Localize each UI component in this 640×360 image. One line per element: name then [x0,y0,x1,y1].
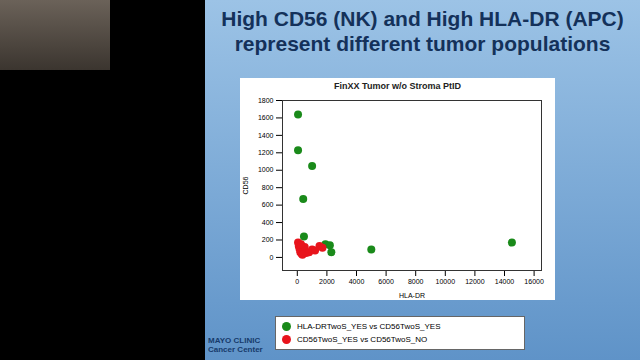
svg-text:16000: 16000 [524,278,544,285]
svg-text:200: 200 [262,236,274,243]
svg-text:1800: 1800 [258,97,274,104]
html-text:High CD56 (NK) and High HLA-DR: High CD56 (NK) and High HLA-DR (APC) rep… [221,7,624,55]
html-text:CD56TwoS_YES vs CD56TwoS_NO: CD56TwoS_YES vs CD56TwoS_NO [297,335,428,344]
svg-text:8000: 8000 [408,278,424,285]
svg-text:6000: 6000 [378,278,394,285]
svg-text:2000: 2000 [319,278,335,285]
svg-text:1200: 1200 [258,149,274,156]
html-text:Cancer Center: Cancer Center [208,345,263,354]
svg-text:800: 800 [262,184,274,191]
svg-text:12000: 12000 [465,278,485,285]
svg-text:600: 600 [262,201,274,208]
svg-text:1000: 1000 [258,166,274,173]
html-text:MAYO CLINIC: MAYO CLINIC [208,336,261,345]
html-text:FinXX Tumor w/o Stroma PtID: FinXX Tumor w/o Stroma PtID [334,81,461,91]
svg-text:10000: 10000 [436,278,456,285]
svg-text:14000: 14000 [495,278,515,285]
html-text:HLA-DRTwoS_YES vs CD56TwoS_YES: HLA-DRTwoS_YES vs CD56TwoS_YES [297,322,441,331]
svg-text:0: 0 [270,254,274,261]
svg-text:1600: 1600 [258,114,274,121]
svg-text:4000: 4000 [349,278,365,285]
svg-text:1400: 1400 [258,132,274,139]
svg-text:CD56: CD56 [242,176,249,194]
svg-text:400: 400 [262,219,274,226]
svg-text:HLA-DR: HLA-DR [399,292,425,299]
svg-text:0: 0 [295,278,299,285]
